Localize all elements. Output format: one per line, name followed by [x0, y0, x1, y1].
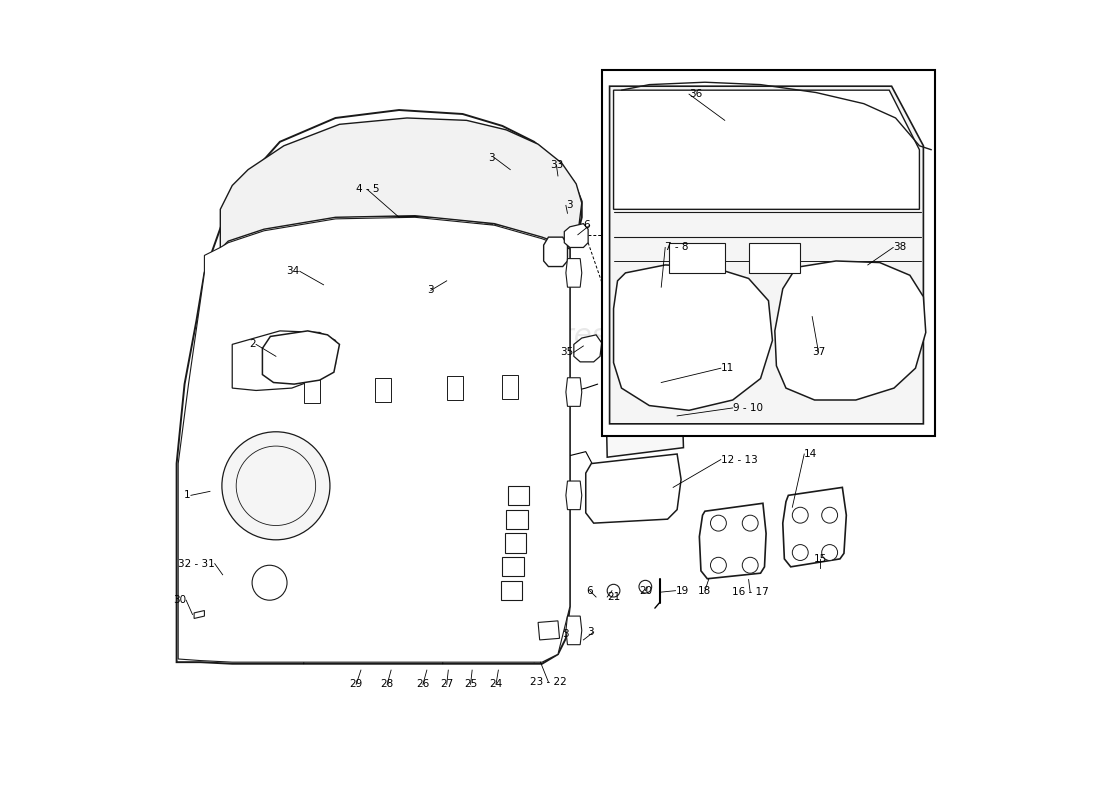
Polygon shape [774, 261, 926, 400]
Text: 6: 6 [586, 586, 593, 596]
Polygon shape [447, 377, 463, 400]
FancyBboxPatch shape [602, 70, 935, 436]
Text: 3: 3 [565, 200, 572, 210]
Polygon shape [232, 331, 336, 390]
Circle shape [236, 446, 316, 526]
Text: 27: 27 [440, 679, 453, 690]
Text: 23 - 22: 23 - 22 [530, 677, 566, 687]
Text: 24: 24 [490, 679, 503, 690]
Polygon shape [586, 454, 681, 523]
Polygon shape [565, 616, 582, 645]
Text: 3: 3 [428, 286, 435, 295]
Circle shape [607, 584, 620, 597]
Text: 19: 19 [675, 586, 689, 596]
Polygon shape [505, 534, 526, 553]
Polygon shape [220, 118, 582, 249]
Circle shape [822, 507, 837, 523]
Text: 3: 3 [562, 630, 569, 639]
Polygon shape [565, 258, 582, 287]
Text: 18: 18 [698, 586, 712, 596]
Text: 37: 37 [812, 347, 825, 358]
Text: 25: 25 [464, 679, 477, 690]
Text: 6: 6 [583, 220, 590, 230]
Text: eurospares: eurospares [729, 166, 807, 180]
Polygon shape [609, 86, 923, 424]
Text: 1: 1 [185, 490, 191, 500]
Text: 16 - 17: 16 - 17 [732, 587, 769, 598]
Text: 20: 20 [639, 586, 652, 596]
Text: 2: 2 [250, 339, 256, 350]
Text: 11: 11 [720, 363, 734, 374]
Polygon shape [375, 378, 392, 402]
Polygon shape [614, 265, 772, 410]
Text: 35: 35 [561, 347, 574, 358]
Polygon shape [304, 379, 320, 403]
Text: 12 - 13: 12 - 13 [720, 454, 758, 465]
Polygon shape [263, 331, 340, 384]
Text: 29: 29 [350, 679, 363, 690]
Polygon shape [565, 378, 582, 406]
Polygon shape [178, 218, 570, 662]
Polygon shape [669, 243, 725, 273]
Circle shape [222, 432, 330, 540]
Polygon shape [508, 486, 529, 505]
Text: 26: 26 [416, 679, 429, 690]
Polygon shape [565, 481, 582, 510]
Polygon shape [506, 510, 528, 529]
Text: 28: 28 [381, 679, 394, 690]
Text: 15: 15 [814, 554, 827, 564]
Polygon shape [503, 558, 524, 576]
Circle shape [711, 515, 726, 531]
Circle shape [252, 566, 287, 600]
Polygon shape [614, 90, 920, 210]
Polygon shape [700, 503, 766, 578]
Circle shape [742, 558, 758, 573]
Text: 30: 30 [173, 595, 186, 605]
Polygon shape [564, 224, 589, 247]
Circle shape [822, 545, 837, 561]
Text: eurospares: eurospares [686, 335, 779, 354]
Text: 32 - 31: 32 - 31 [178, 558, 215, 569]
Text: 34: 34 [286, 266, 300, 276]
Text: 14: 14 [804, 449, 817, 459]
Circle shape [711, 558, 726, 573]
Text: 21: 21 [607, 592, 620, 602]
Text: 36: 36 [689, 89, 702, 99]
Text: 7 - 8: 7 - 8 [666, 242, 689, 253]
Polygon shape [749, 243, 801, 273]
Polygon shape [574, 335, 602, 362]
Text: 9 - 10: 9 - 10 [733, 403, 762, 413]
Polygon shape [783, 487, 846, 567]
Text: 4 - 5: 4 - 5 [355, 185, 380, 194]
Polygon shape [500, 581, 522, 600]
Polygon shape [538, 621, 560, 640]
Text: 3: 3 [587, 627, 594, 637]
Text: 3: 3 [487, 153, 494, 162]
Text: eurospares: eurospares [444, 322, 607, 350]
Circle shape [742, 515, 758, 531]
Polygon shape [604, 279, 679, 398]
Text: 33: 33 [550, 160, 563, 170]
Polygon shape [543, 237, 568, 266]
Polygon shape [177, 110, 582, 664]
Polygon shape [503, 375, 518, 399]
Circle shape [792, 545, 808, 561]
Polygon shape [606, 372, 683, 457]
Polygon shape [194, 610, 205, 618]
Text: 38: 38 [893, 242, 906, 253]
Text: eurospares: eurospares [230, 322, 393, 350]
Circle shape [792, 507, 808, 523]
Circle shape [639, 580, 651, 593]
